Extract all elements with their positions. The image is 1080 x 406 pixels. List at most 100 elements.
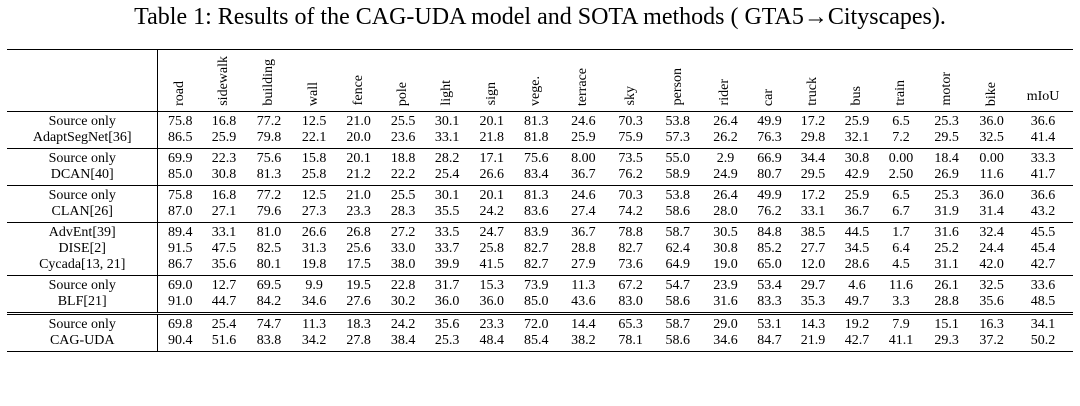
table-cell: 27.9 bbox=[571, 256, 596, 272]
table-cell: 29.3 bbox=[934, 332, 959, 348]
table-cell: 23.9 bbox=[713, 277, 738, 293]
column-header-label: bike bbox=[983, 81, 999, 106]
table-cell: 6.5 bbox=[892, 187, 910, 203]
column-header-label: vege. bbox=[528, 75, 544, 106]
table-cell: 58.9 bbox=[665, 166, 691, 182]
table-cell: 82.7 bbox=[524, 256, 549, 272]
table-cell: 33.1 bbox=[211, 224, 237, 240]
table-cell: 84.2 bbox=[256, 293, 282, 309]
table-cell: 21.2 bbox=[346, 166, 371, 182]
table-cell: 83.9 bbox=[524, 224, 549, 240]
table-cell: 83.4 bbox=[524, 166, 549, 182]
table-cell: 20.1 bbox=[479, 113, 504, 129]
table-row: DISE[2] 91.5 47.5 82.5 31.3 25.6 33.0 33.7 25.8 8… bbox=[7, 240, 1073, 257]
column-header-label: car bbox=[761, 88, 777, 106]
table-cell: 50.2 bbox=[1030, 332, 1056, 348]
table-cell: 15.8 bbox=[301, 150, 327, 166]
table-cell: 12.7 bbox=[211, 277, 237, 293]
table-cell: 49.9 bbox=[757, 113, 782, 129]
column-header: person bbox=[652, 49, 703, 112]
table-cell: 7.2 bbox=[892, 129, 910, 145]
method-name: AdaptSegNet[36] bbox=[7, 129, 159, 149]
method-name: Source only bbox=[7, 275, 159, 294]
table-cell: 24.6 bbox=[571, 187, 596, 203]
column-header: vege. bbox=[514, 49, 559, 112]
table-cell: 25.4 bbox=[211, 316, 237, 332]
table-cell: 53.4 bbox=[757, 277, 782, 293]
table-cell: 17.2 bbox=[800, 187, 826, 203]
table-cell: 36.0 bbox=[979, 187, 1004, 203]
column-header: road bbox=[157, 49, 202, 112]
table-cell: 54.7 bbox=[665, 277, 691, 293]
table-cell: 17.2 bbox=[800, 113, 826, 129]
table-cell: 76.3 bbox=[757, 129, 782, 145]
table-cell: 41.7 bbox=[1030, 166, 1056, 182]
table-cell: 30.1 bbox=[434, 113, 460, 129]
table-cell: 67.2 bbox=[618, 277, 643, 293]
table-cell: 31.6 bbox=[713, 293, 738, 309]
table-cell: 28.3 bbox=[390, 203, 416, 219]
table-cell: 22.3 bbox=[211, 150, 237, 166]
table-cell: 85.0 bbox=[524, 293, 549, 309]
table-cell: 19.5 bbox=[346, 277, 371, 293]
table-cell: 12.5 bbox=[301, 113, 327, 129]
table-cell: 42.7 bbox=[844, 332, 870, 348]
table-cell: 73.5 bbox=[618, 150, 643, 166]
table-cell: 30.8 bbox=[844, 150, 870, 166]
table-cell: 36.7 bbox=[571, 224, 596, 240]
table-cell: 1.7 bbox=[892, 224, 910, 240]
table-cell: 42.7 bbox=[1030, 256, 1056, 272]
table-cell: 47.5 bbox=[211, 240, 237, 256]
row-group: Source only 69.8 25.4 74.7 11.3 18.3 24.2 35.6 2… bbox=[7, 313, 1073, 352]
table-cell: 11.3 bbox=[302, 316, 327, 332]
method-name: Source only bbox=[7, 111, 159, 130]
table-row: CAG-UDA 90.4 51.6 83.8 34.2 27.8 38.4 25.3 48.4 8… bbox=[7, 332, 1073, 352]
table-cell: 29.5 bbox=[800, 166, 826, 182]
table-cell: 86.5 bbox=[167, 129, 193, 145]
table-row: BLF[21] 91.0 44.7 84.2 34.6 27.6 30.2 36.0 36.0 8… bbox=[7, 293, 1073, 314]
table-cell: 31.9 bbox=[934, 203, 959, 219]
table-cell: 86.7 bbox=[167, 256, 193, 272]
table-cell: 12.0 bbox=[800, 256, 826, 272]
table-cell: 64.9 bbox=[665, 256, 691, 272]
table-cell: 84.7 bbox=[757, 332, 782, 348]
table-cell: 42.0 bbox=[979, 256, 1004, 272]
table-cell: 32.5 bbox=[979, 277, 1004, 293]
table-cell: 55.0 bbox=[665, 150, 691, 166]
table-cell: 83.0 bbox=[618, 293, 643, 309]
table-cell: 38.4 bbox=[390, 332, 416, 348]
row-group: Source only 75.8 16.8 77.2 12.5 21.0 25.5 30.1 2… bbox=[7, 185, 1073, 223]
table-cell: 43.6 bbox=[571, 293, 596, 309]
table-row: Source only 69.9 22.3 75.6 15.8 20.1 18.8 28.2 1… bbox=[7, 148, 1073, 167]
table-cell: 18.8 bbox=[390, 150, 416, 166]
table-cell: 21.9 bbox=[800, 332, 826, 348]
table-cell: 30.8 bbox=[211, 166, 237, 182]
table-cell: 91.5 bbox=[167, 240, 193, 256]
table-cell: 36.7 bbox=[571, 166, 596, 182]
table-cell: 6.4 bbox=[892, 240, 910, 256]
table-row: Source only 75.8 16.8 77.2 12.5 21.0 25.5 30.1 2… bbox=[7, 111, 1073, 130]
table-cell: 7.9 bbox=[892, 316, 910, 332]
table-cell: 69.9 bbox=[167, 150, 193, 166]
table-cell: 21.8 bbox=[479, 129, 504, 145]
table-row: DCAN[40] 85.0 30.8 81.3 25.8 21.2 22.2 25.4 26.6… bbox=[7, 166, 1073, 186]
table-cell: 34.5 bbox=[844, 240, 870, 256]
table-cell: 14.4 bbox=[571, 316, 596, 332]
column-header: rider bbox=[702, 49, 748, 112]
column-header: pole bbox=[381, 49, 426, 112]
table-cell: 53.1 bbox=[757, 316, 782, 332]
table-cell: 75.6 bbox=[524, 150, 549, 166]
table-cell: 22.1 bbox=[301, 129, 327, 145]
table-cell: 90.4 bbox=[167, 332, 193, 348]
table-cell: 27.4 bbox=[571, 203, 596, 219]
table-cell: 43.2 bbox=[1030, 203, 1056, 219]
table-cell: 35.6 bbox=[211, 256, 237, 272]
column-header-label: truck bbox=[804, 77, 820, 106]
table-cell: 30.1 bbox=[434, 187, 460, 203]
table-cell: 29.8 bbox=[800, 129, 826, 145]
table-cell: 35.6 bbox=[979, 293, 1004, 309]
table-cell: 26.1 bbox=[934, 277, 959, 293]
table-cell: 27.1 bbox=[211, 203, 237, 219]
column-header-label: train bbox=[892, 80, 908, 106]
table-cell: 81.8 bbox=[524, 129, 549, 145]
